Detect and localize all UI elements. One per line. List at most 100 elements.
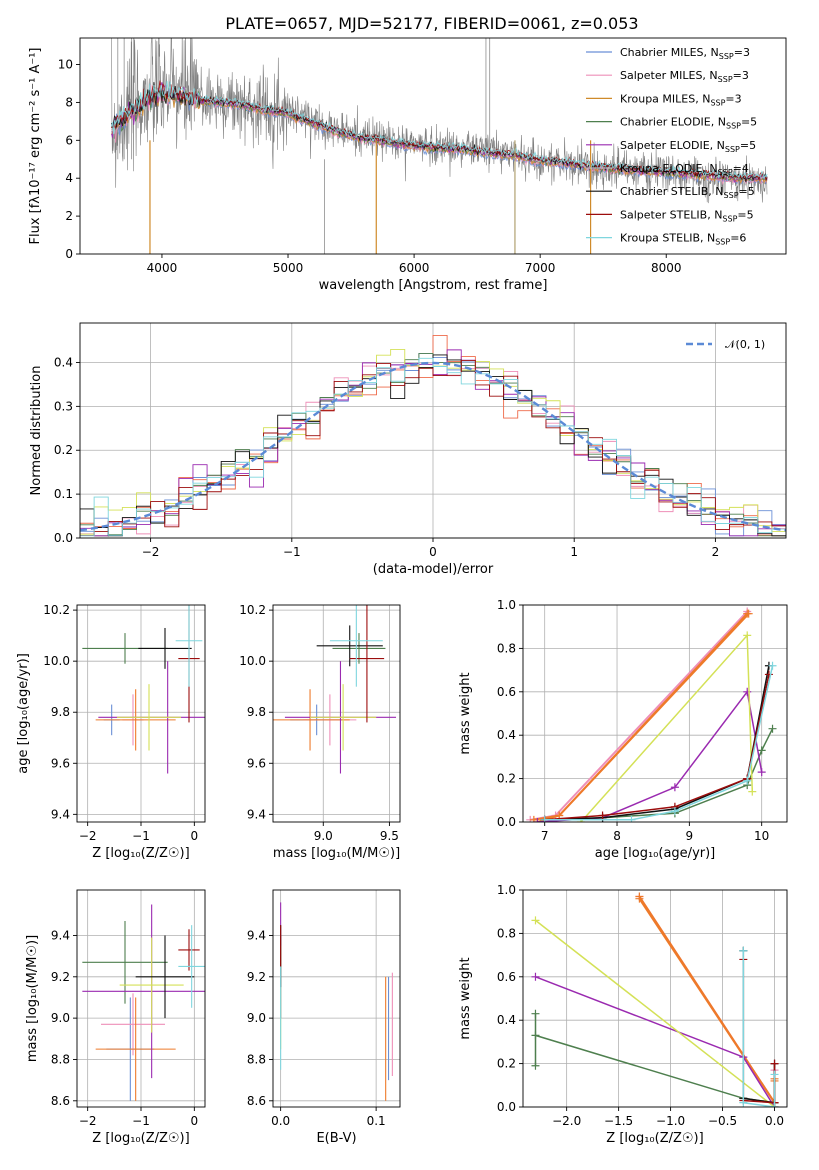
legend-entry-sub: SSP [719,52,734,61]
x-tick-label: 5000 [273,261,304,275]
mass-weight-series [544,665,774,821]
x-tick-label: 9.5 [380,829,399,843]
y-tick-label: 0.4 [497,1013,516,1027]
mass-weight-series [742,950,776,1107]
legend-entry-count: =6 [730,232,746,245]
mass-weight-marker [670,783,679,792]
figure-title: PLATE=0657, MJD=52177, FIBERID=0061, z=0… [225,14,638,33]
x-tick-label: 7000 [525,261,556,275]
legend-entry-sub: SSP [718,168,733,177]
y-tick-label: 0.4 [497,728,516,742]
mass-weight-series [638,898,776,1107]
mass-weight-marker [739,946,748,955]
mass-weight-marker [670,807,679,816]
y-axis-label: mass weight [458,672,473,754]
y-tick-label: 0.1 [54,487,73,501]
y-tick-label: 8 [65,95,73,109]
x-tick-label: −1 [283,545,301,559]
y-tick-label: 0 [65,247,73,261]
y-tick-label: 10.0 [43,654,70,668]
y-tick-label: 0.0 [497,815,516,829]
y-tick-label: 0.2 [497,1057,516,1071]
legend-entry-sub: SSP [718,75,733,84]
x-tick-label: −2 [79,829,97,843]
y-tick-label: 8.8 [247,1052,266,1066]
chart-mass-vs-Z: −2 −1 0 8.6 8.8 9.0 9.2 9.4 Z [log₁₀(Z/Z☉)] mass … [25,889,206,1146]
mass-weight-marker [770,1070,779,1079]
x-tick-label: 6000 [399,261,430,275]
y-tick-label: 0.3 [54,399,73,413]
mass-weight-marker [770,1059,779,1068]
mass-weight-series [544,728,774,821]
legend-entry: Salpeter STELIB, NSSP=5 [620,208,754,223]
mass-weight-marker [533,818,542,822]
y-tick-label: 0.0 [497,1100,516,1114]
legend-entry-count: =5 [741,116,757,129]
plot-area [273,605,397,774]
legend-entry: Salpeter ELODIE, NSSP=5 [620,139,756,154]
model-spectrum-line [111,80,768,181]
legend-entry-name: Chabrier STELIB, N [620,185,724,198]
y-tick-label: 10.0 [239,654,266,668]
x-tick-label: −2 [79,1114,97,1128]
mass-weight-marker [757,746,766,755]
mass-weight-series [530,610,748,821]
x-tick-label: 0.0 [271,1114,290,1128]
y-tick-label: 9.0 [51,1011,70,1025]
legend-entry-sub: SSP [722,214,737,223]
legend-entry-count: =3 [725,92,741,105]
plot-area [82,904,205,1101]
mass-weight-marker [743,609,752,618]
legend-entry: Chabrier STELIB, NSSP=5 [620,185,755,200]
chart-age-vs-mass: 9.0 9.5 9.4 9.6 9.8 10.0 10.2 mass [log₁₀(M/M☉)… [239,603,401,861]
x-tick-label: 8000 [651,261,682,275]
legend-entry-sub: SSP [724,191,739,200]
x-tick-label: 9.0 [314,829,333,843]
mass-weight-marker [531,1009,540,1018]
x-tick-label: 0 [191,829,199,843]
x-tick-label: −1.0 [656,1114,685,1128]
x-tick-label: −1 [132,829,150,843]
legend-entry-count: =5 [737,208,753,221]
x-axis-label: wavelength [Angstrom, rest frame] [319,278,548,293]
chart-residuals: −2 −1 0 1 2 0.0 0.1 0.2 0.3 0.4 𝒩(0, 1) (data-model… [29,322,787,577]
chart-mass-vs-EBV: 0.0 0.1 8.6 8.8 9.0 9.2 9.4 E(B-V) [247,889,401,1146]
legend-gauss-label: 𝒩(0, 1) [725,338,765,351]
mass-weight-marker [743,776,752,785]
y-tick-label: 9.6 [247,756,266,770]
y-tick-label: 1.0 [497,598,516,612]
mass-weight-series [544,674,770,821]
y-tick-label: 9.2 [51,970,70,984]
legend-entry-sub: SSP [715,238,730,247]
x-tick-label: 4000 [147,261,178,275]
axes-frame [272,889,401,1108]
y-tick-label: 6 [65,133,73,147]
y-tick-label: 2 [65,209,73,223]
legend-entry-sub: SSP [726,122,741,131]
legend-entry-sub: SSP [710,98,725,107]
x-axis-label: mass [log₁₀(M/M☉)] [273,846,400,861]
legend-entry: Kroupa ELODIE, NSSP=4 [620,162,749,177]
chart-age-vs-Z: −2 −1 0 9.4 9.6 9.8 10.0 10.2 Z [log₁₀(Z/Z☉)] age… [16,603,206,861]
y-tick-label: 10.2 [43,603,70,617]
mass-weight-marker [768,724,777,733]
plot-area [111,38,768,254]
y-tick-label: 4 [65,171,73,185]
legend-entry-count: =3 [733,69,749,82]
axes-frame [522,604,788,823]
legend-entry: Kroupa MILES, NSSP=3 [620,92,742,107]
model-spectrum-line [111,80,768,182]
y-tick-label: 0.8 [497,926,516,940]
mass-weight-marker [768,661,777,670]
y-tick-label: 8.8 [51,1052,70,1066]
x-axis-label: Z [log₁₀(Z/Z☉)] [92,846,189,861]
mass-weight-marker [598,811,607,820]
x-axis-label: (data-model)/error [373,562,494,577]
plot-area [526,607,777,822]
y-tick-label: 0.6 [497,970,516,984]
legend-entry-name: Kroupa STELIB, N [620,232,715,245]
chart-weight-vs-age: 7 8 9 10 0.0 0.2 0.4 0.6 0.8 1.0 age [log₁₀(age/yr… [458,598,788,861]
residual-histogram [80,360,786,538]
y-axis-label: Flux [fλ10⁻¹⁷ erg cm⁻² s⁻¹ A⁻¹] [28,48,43,245]
